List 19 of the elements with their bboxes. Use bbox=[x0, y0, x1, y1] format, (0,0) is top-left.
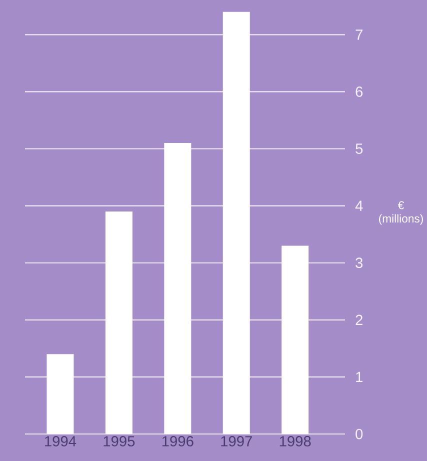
y-tick-label: 0 bbox=[356, 428, 363, 440]
bar bbox=[222, 12, 250, 434]
x-tick-label: 1994 bbox=[45, 436, 76, 446]
y-tick-label: 2 bbox=[356, 314, 362, 326]
y-tick-label: 6 bbox=[356, 86, 363, 97]
x-tick-label: 1995 bbox=[104, 436, 135, 446]
x-tick-label: 1996 bbox=[162, 436, 194, 446]
y-tick-label: 7 bbox=[356, 30, 362, 40]
y-tick-label: 3 bbox=[356, 258, 363, 268]
y-tick-label: 4 bbox=[355, 200, 363, 211]
y-tick-label: 5 bbox=[356, 144, 363, 154]
bar bbox=[164, 143, 192, 434]
bar bbox=[105, 212, 132, 434]
x-tick-label: 1998 bbox=[280, 436, 311, 446]
y-axis-title: € (millions) bbox=[379, 201, 423, 225]
bar bbox=[282, 246, 309, 434]
bar bbox=[46, 354, 74, 434]
y-tick-label: 1 bbox=[356, 372, 362, 382]
x-tick-label: 1997 bbox=[221, 436, 252, 446]
